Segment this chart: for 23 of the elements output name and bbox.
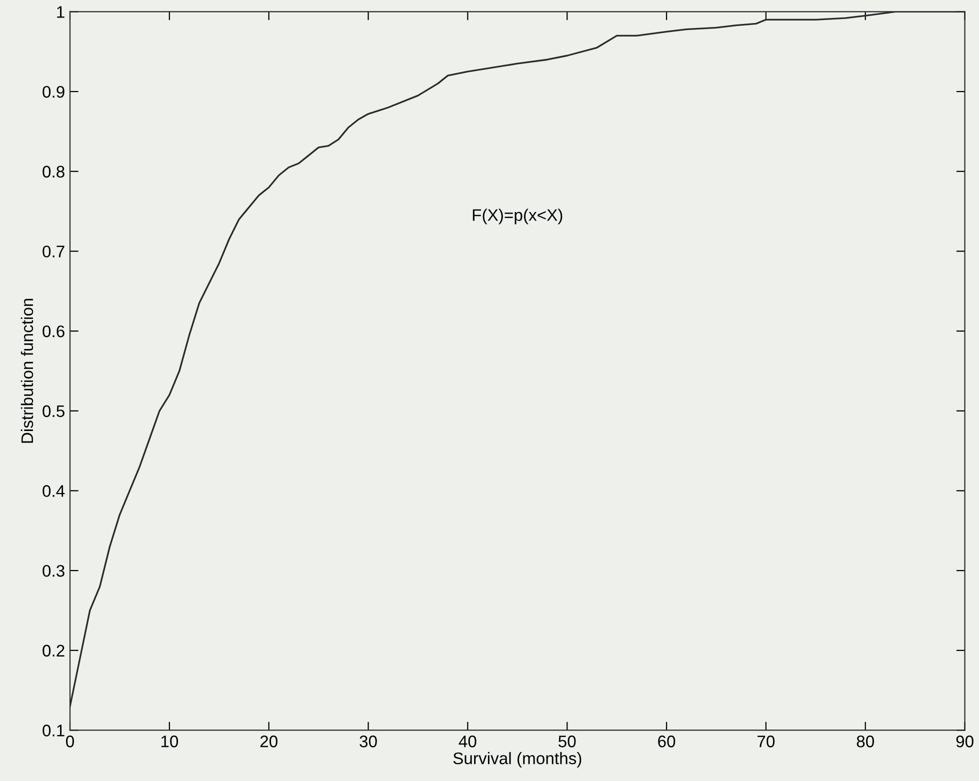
y-tick-label: 0.7	[42, 246, 64, 258]
x-tick-label: 60	[658, 736, 676, 748]
x-tick-label: 10	[161, 736, 178, 748]
x-tick-label: 40	[458, 736, 476, 748]
x-tick-label: 50	[558, 736, 576, 748]
x-tick-label: 70	[758, 736, 775, 748]
x-tick-label: 90	[956, 736, 974, 748]
annotation: F(X)=p(x<X)	[472, 208, 562, 224]
y-tick-label: 1	[57, 6, 64, 18]
y-tick-label: 0.9	[42, 86, 64, 98]
y-tick-label: 0.3	[42, 564, 64, 577]
x-axis-title: Survival (months)	[453, 752, 582, 768]
x-tick-label: 80	[856, 736, 874, 748]
x-tick-label: 20	[260, 736, 278, 748]
y-tick-label: 0.5	[42, 405, 64, 418]
y-tick-label: 0.8	[42, 166, 64, 178]
y-tick-label: 0.4	[42, 485, 65, 497]
y-tick-label: 0.1	[42, 724, 64, 736]
y-tick-label: 0.6	[42, 325, 64, 338]
x-tick-label: 0	[66, 736, 74, 748]
y-tick-label: 0.2	[42, 644, 64, 657]
x-tick-label: 30	[360, 736, 377, 748]
y-axis-title: Distribution function	[20, 298, 34, 443]
